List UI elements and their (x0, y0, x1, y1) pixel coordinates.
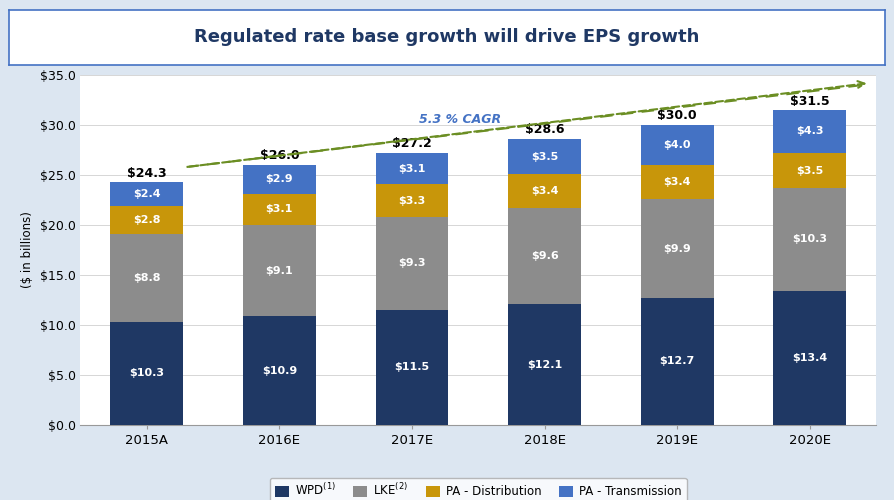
Bar (773, 188, 847, 291)
Text: $9.3: $9.3 (398, 258, 426, 268)
Text: $3.4: $3.4 (663, 177, 691, 187)
Text: $4.3: $4.3 (796, 126, 823, 136)
Text: $31.5: $31.5 (790, 94, 830, 108)
Text: $12.1: $12.1 (527, 360, 562, 370)
Bar (508, 208, 581, 304)
Bar (243, 225, 316, 316)
Bar (641, 125, 713, 165)
Bar (508, 139, 581, 174)
Text: $9.9: $9.9 (663, 244, 691, 254)
Bar (508, 304, 581, 425)
Text: $3.4: $3.4 (531, 186, 559, 196)
Bar (243, 165, 316, 194)
Text: $27.2: $27.2 (392, 138, 432, 150)
Text: $2.9: $2.9 (266, 174, 293, 184)
Bar (110, 206, 183, 234)
Text: $2.8: $2.8 (133, 215, 161, 225)
Text: $10.3: $10.3 (792, 234, 827, 244)
Text: $9.6: $9.6 (531, 251, 559, 261)
Bar (243, 316, 316, 425)
Bar (375, 153, 449, 184)
Text: $26.0: $26.0 (259, 150, 299, 162)
Text: $11.5: $11.5 (394, 362, 429, 372)
Text: $28.6: $28.6 (525, 124, 564, 136)
Bar (641, 298, 713, 425)
Text: $10.9: $10.9 (262, 366, 297, 376)
Bar (773, 110, 847, 153)
Text: $30.0: $30.0 (657, 110, 697, 122)
Bar (110, 182, 183, 206)
Text: $3.5: $3.5 (531, 152, 558, 162)
Text: $10.3: $10.3 (130, 368, 164, 378)
Text: Regulated rate base growth will drive EPS growth: Regulated rate base growth will drive EP… (194, 28, 700, 46)
Bar (110, 234, 183, 322)
Bar (243, 194, 316, 225)
Text: $9.1: $9.1 (266, 266, 293, 276)
Text: $12.7: $12.7 (660, 356, 695, 366)
Y-axis label: ($ in billions): ($ in billions) (21, 212, 34, 288)
Text: $3.3: $3.3 (399, 196, 426, 205)
Legend: WPD$^{(1)}$, LKE$^{(2)}$, PA - Distribution, PA - Transmission: WPD$^{(1)}$, LKE$^{(2)}$, PA - Distribut… (270, 478, 687, 500)
Text: $2.4: $2.4 (133, 189, 161, 199)
Text: $8.8: $8.8 (133, 273, 161, 283)
Bar (375, 310, 449, 425)
Text: $3.1: $3.1 (266, 204, 293, 214)
Bar (110, 322, 183, 425)
Text: 5.3 % CAGR: 5.3 % CAGR (418, 113, 501, 126)
Text: $3.5: $3.5 (797, 166, 823, 175)
Bar (773, 291, 847, 425)
Bar (375, 184, 449, 217)
Text: $3.1: $3.1 (399, 164, 426, 173)
Bar (641, 199, 713, 298)
Bar (773, 153, 847, 188)
Bar (508, 174, 581, 208)
Bar (375, 217, 449, 310)
Text: $13.4: $13.4 (792, 353, 828, 363)
Text: $4.0: $4.0 (663, 140, 691, 150)
Text: $24.3: $24.3 (127, 166, 166, 179)
Bar (641, 165, 713, 199)
